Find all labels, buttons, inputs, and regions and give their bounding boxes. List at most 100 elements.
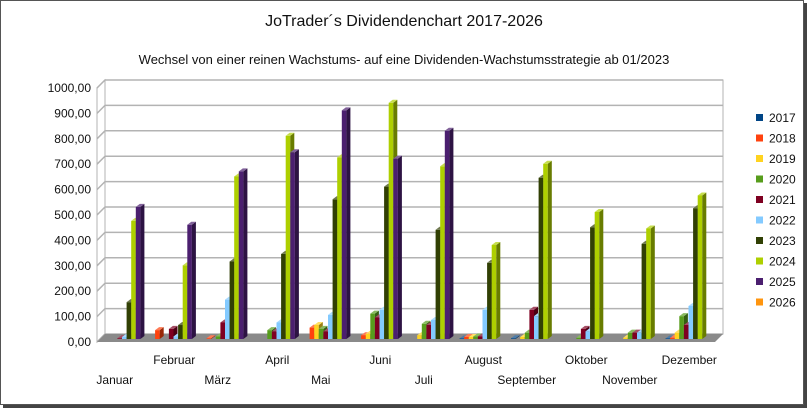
chart-subtitle: Wechsel von einer reinen Wachstums- auf … [138,52,670,67]
bar-front [285,135,291,339]
bar-top [464,333,473,337]
bar-2025-Juni [393,155,402,339]
bar-side [346,107,351,340]
bar-top [421,320,431,324]
legend-label: 2019 [769,152,796,166]
bar-front [641,243,647,339]
bar-front [421,323,427,339]
bar-top [665,335,675,339]
bar-front [374,317,380,339]
bar-front [646,228,651,339]
legend-label: 2022 [769,214,796,228]
y-tick-label: 300,00 [54,259,91,273]
bar-front [126,302,132,339]
y-tick-label: 200,00 [54,284,91,298]
bar-top [491,242,501,246]
legend-label: 2025 [769,275,796,289]
bar-top [314,322,323,326]
bar-top [580,325,590,329]
bar-front [637,332,642,339]
bar-front [135,206,141,339]
bar-front [440,166,445,339]
y-tick-label: 900,00 [54,106,91,120]
legend-swatch [756,134,763,142]
bar-2025-Juli [444,127,454,339]
bar-front [238,171,244,339]
bar-side [294,149,299,339]
bar-front [697,195,703,339]
bar-front [473,336,478,339]
y-tick-label: 400,00 [54,233,91,247]
bar-front [585,331,591,339]
bar-top [267,327,276,331]
bar-front [117,338,122,339]
x-tick-label: Februar [153,353,195,367]
bar-top [168,325,178,329]
bar-top [697,192,707,196]
bar-front [267,330,272,339]
bar-side [650,225,655,339]
bar-side [702,192,707,339]
legend-label: 2023 [769,234,796,248]
bar-front [590,227,595,339]
gridline [96,307,723,318]
x-tick-label: Juli [415,373,433,387]
bar-front [314,325,319,339]
bar-top [511,335,520,339]
bar-front [623,337,628,339]
bar-side [191,221,196,339]
bar-side [599,209,604,339]
bar-2025-Mai [341,107,351,340]
bar-top [388,99,398,103]
bar-top [206,335,216,339]
y-tick-label: 100,00 [54,310,91,324]
legend-label: 2021 [769,193,796,207]
legend-label: 2026 [769,296,796,310]
bar-front [220,322,225,339]
legend-label: 2024 [769,255,796,269]
bar-front [393,158,398,339]
bar-top [468,333,478,337]
legend-label: 2017 [769,111,796,125]
y-tick-label: 700,00 [54,157,91,171]
gridline [96,231,723,241]
bar-2024-September [543,160,552,339]
bar-side [243,168,248,339]
bar-top [341,107,351,111]
bar-front [318,328,324,339]
bar-front [332,199,338,339]
bar-front [271,331,277,339]
legend-swatch [756,278,763,285]
gridline [96,130,723,140]
legend-swatch [756,155,763,162]
bar-front [632,332,637,339]
bar-front [529,309,534,339]
bar-front [674,332,680,339]
bar-2024-August [491,242,501,339]
bar-front [468,336,474,339]
chart-title: JoTrader´s Dividendenchart 2017-2026 [265,13,543,30]
bar-2025-März [238,168,248,339]
legend-swatch [756,216,763,224]
bar-front [426,325,431,339]
bar-front [670,337,675,339]
bar-front [482,309,488,339]
bar-front [276,322,282,339]
bar-front [477,336,483,339]
bar-front [370,313,375,339]
bar-front [234,176,239,339]
bar-2018-März [206,335,216,339]
bar-front [365,333,371,339]
bar-front [229,261,235,339]
x-tick-label: April [265,353,289,367]
bar-front [225,299,230,339]
bar-front [122,336,127,339]
bar-front [580,328,586,339]
bar-front [538,177,544,339]
bar-front [487,262,492,339]
legend-swatch [756,237,763,244]
x-tick-label: Januar [96,373,133,387]
legend-swatch [756,298,763,306]
bar-front [182,265,188,339]
bar-top [529,306,538,310]
